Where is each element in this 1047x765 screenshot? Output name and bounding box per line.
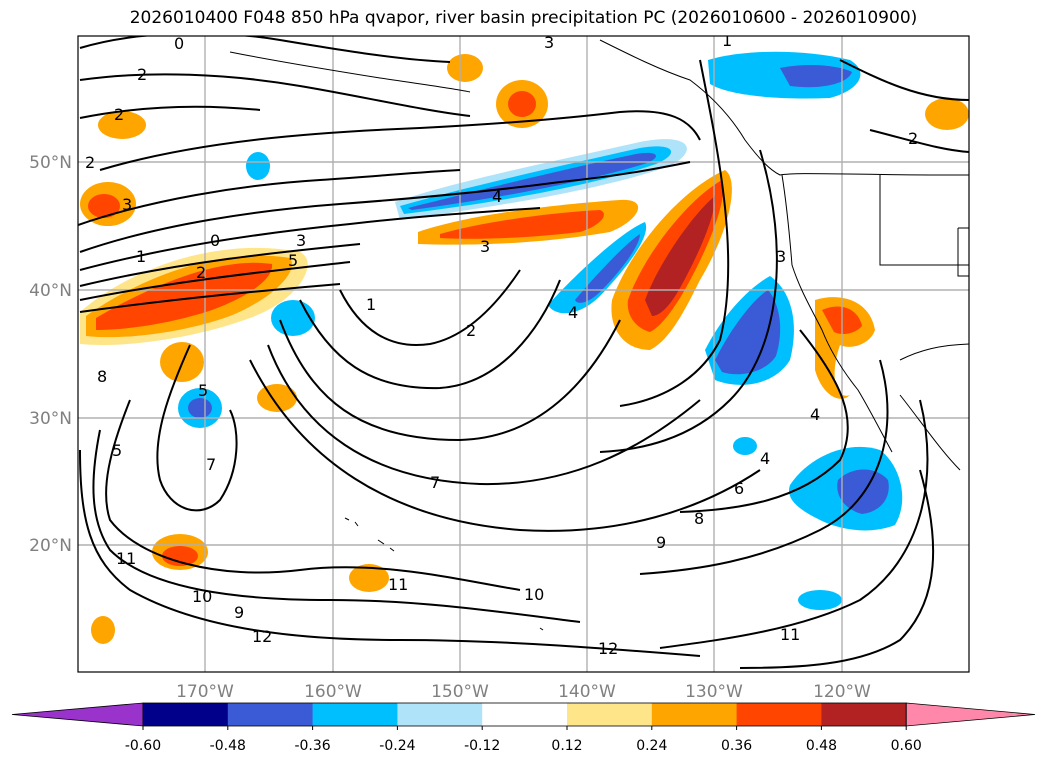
contour-label: 3 [480,237,490,256]
longitude-label: 160°W [304,682,362,702]
latitude-label: 50°N [29,153,72,173]
contour-label: 6 [734,479,744,498]
longitude-label: 120°W [813,682,871,702]
map-plot-area: 0 2 2 2 3 1 0 2 3 5 4 3 2 1 4 3 1 2 3 4 … [78,31,969,672]
contour-label: 12 [252,627,272,646]
contour-label: 4 [760,449,770,468]
contour-label: 5 [112,441,122,460]
colorbar-tick-label: -0.36 [294,738,330,754]
colorbar-segment [651,703,738,726]
colorbar-extend-max [905,702,1036,727]
contour-label: 10 [524,585,544,604]
contour-label: 10 [192,587,212,606]
colorbar-tick-label: 0.36 [721,738,752,754]
contour-label: 2 [137,65,147,84]
colorbar-outline [142,702,907,727]
contour-label: 2 [908,129,918,148]
contour-label: 11 [780,625,800,644]
colorbar-ticks: -0.60 -0.48 -0.36 -0.24 -0.12 0.12 0.24 0.36 0.4… [125,726,922,754]
latitude-axis: 50°N 40°N 30°N 20°N [29,153,72,556]
colorbar-segment [143,703,229,726]
map-title: 2026010400 F048 850 hPa qvapor, river ba… [129,8,918,28]
colorbar-segments [11,702,1036,727]
contour-label: 1 [366,295,376,314]
coastlines [229,39,969,631]
colorbar-tick-label: 0.60 [891,738,922,754]
graticule [78,36,969,672]
colorbar-segment [567,703,653,726]
longitude-label: 130°W [685,682,743,702]
contour-label: 1 [722,31,732,50]
contour-label: 7 [206,455,216,474]
longitude-axis: 170°W 160°W 150°W 140°W 130°W 120°W [176,682,871,702]
contour-label: 2 [196,263,206,282]
colorbar-tick-label: -0.60 [125,738,161,754]
contour-label: 0 [174,34,184,53]
longitude-label: 140°W [558,682,616,702]
colorbar-tick-label: -0.12 [464,738,500,754]
latitude-label: 40°N [29,281,72,301]
contour-label: 5 [198,381,208,400]
contour-label: 0 [210,231,220,250]
colorbar: -0.60 -0.48 -0.36 -0.24 -0.12 0.12 0.24 0.36 0.4… [11,702,1036,754]
longitude-label: 150°W [431,682,489,702]
contour-label: 5 [288,251,298,270]
contour-label: 4 [568,303,578,322]
latitude-label: 20°N [29,536,72,556]
colorbar-segment [397,703,483,726]
latitude-label: 30°N [29,409,72,429]
colorbar-segment [227,703,314,726]
map-frame [77,35,970,673]
colorbar-tick-label: -0.48 [210,738,246,754]
contour-label: 11 [388,575,408,594]
contour-label: 2 [114,105,124,124]
contour-label: 2 [466,321,476,340]
contour-label: 4 [810,405,820,424]
qvapor-contours [78,36,969,669]
longitude-label: 170°W [176,682,234,702]
contour-label: 3 [122,195,132,214]
contour-label: 7 [430,473,440,492]
contour-label: 9 [656,533,666,552]
colorbar-tick-label: 0.12 [551,738,582,754]
colorbar-segment [821,703,907,726]
colorbar-tick-label: 0.48 [806,738,837,754]
contour-label: 3 [296,231,306,250]
contour-label: 11 [116,549,136,568]
colorbar-segment [312,703,398,726]
precipitation-shading [80,51,969,644]
contour-label: 12 [598,639,618,658]
colorbar-segment [736,703,822,726]
contour-label: 3 [776,247,786,266]
colorbar-tick-label: -0.24 [379,738,415,754]
contour-label: 8 [694,509,704,528]
colorbar-extend-min [11,702,144,727]
contour-labels: 0 2 2 2 3 1 0 2 3 5 4 3 2 1 4 3 1 2 3 4 … [85,31,918,658]
contour-label: 9 [234,603,244,622]
colorbar-segment [482,703,568,726]
contour-label: 1 [136,247,146,266]
contour-label: 2 [85,153,95,172]
colorbar-tick-label: 0.24 [636,738,667,754]
contour-label: 8 [97,367,107,386]
contour-label: 3 [544,33,554,52]
contour-label: 4 [492,187,502,206]
